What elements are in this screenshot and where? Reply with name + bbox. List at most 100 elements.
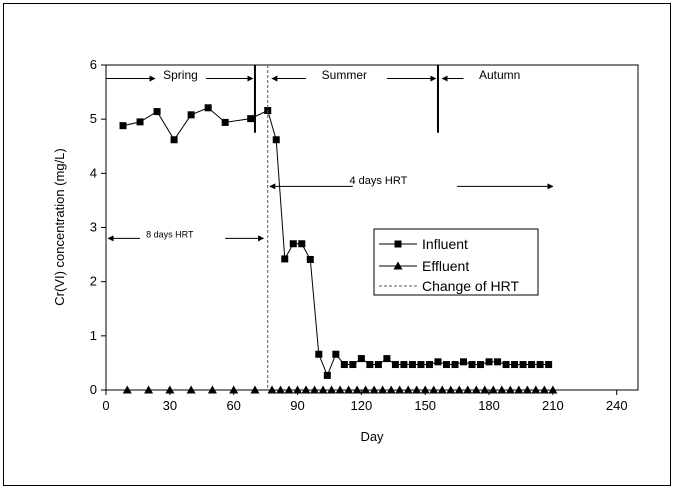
effluent-point: [437, 385, 447, 394]
x-tick-label: 120: [351, 398, 373, 413]
effluent-point: [250, 385, 260, 394]
influent-point: [485, 358, 493, 366]
influent-point: [289, 240, 297, 248]
effluent-point: [318, 385, 328, 394]
influent-point: [306, 255, 314, 263]
influent-point: [204, 104, 212, 112]
y-tick-label: 6: [90, 57, 97, 72]
effluent-point: [267, 385, 277, 394]
x-tick-label: 60: [226, 398, 240, 413]
influent-point: [332, 350, 340, 358]
x-tick-label: 180: [478, 398, 500, 413]
legend: Influent Effluent Change of HRT: [373, 228, 539, 296]
effluent-point: [361, 385, 371, 394]
effluent-point: [186, 385, 196, 394]
influent-point: [417, 361, 425, 369]
influent-point: [119, 122, 127, 130]
influent-point: [536, 361, 544, 369]
effluent-point: [454, 385, 464, 394]
influent-point: [460, 358, 468, 366]
influent-point: [136, 118, 144, 126]
effluent-point: [522, 385, 532, 394]
influent-point: [281, 255, 289, 263]
influent-point: [528, 361, 536, 369]
plot-area-frame: [105, 64, 639, 391]
influent-point: [451, 361, 459, 369]
effluent-point: [429, 385, 439, 394]
effluent-point: [505, 385, 515, 394]
effluent-point: [327, 385, 337, 394]
legend-swatch-triangle: [393, 261, 403, 270]
effluent-point: [301, 385, 311, 394]
axes: 0 30 60 90 120 150 180 210 240 0 1 2 3 4 5 6: [90, 57, 628, 413]
influent-point: [408, 361, 416, 369]
effluent-point: [463, 385, 473, 394]
x-tick-label: 0: [102, 398, 109, 413]
influent-point: [272, 136, 280, 144]
influent-point: [298, 240, 306, 248]
x-tick-label: 90: [290, 398, 304, 413]
effluent-point: [539, 385, 549, 394]
effluent-point: [284, 385, 294, 394]
influent-point: [221, 118, 229, 126]
x-axis-title: Day: [360, 429, 384, 444]
legend-label: Influent: [422, 236, 468, 252]
influent-point: [357, 355, 365, 363]
x-tick-label: 210: [542, 398, 564, 413]
legend-label: Effluent: [422, 258, 469, 274]
effluent-point: [471, 385, 481, 394]
y-tick-label: 0: [90, 382, 97, 397]
y-axis-title: Cr(VI) concentration (mg/L): [52, 148, 67, 306]
influent-point: [442, 361, 450, 369]
influent-point: [468, 361, 476, 369]
effluent-point: [497, 385, 507, 394]
influent-point: [340, 361, 348, 369]
influent-point: [477, 361, 485, 369]
influent-point: [425, 361, 433, 369]
y-tick-label: 5: [90, 111, 97, 126]
effluent-point: [335, 385, 345, 394]
effluent-point: [488, 385, 498, 394]
effluent-point: [352, 385, 362, 394]
effluent-point: [446, 385, 456, 394]
effluent-point: [229, 385, 239, 394]
y-tick-label: 2: [90, 274, 97, 289]
effluent-point: [165, 385, 175, 394]
season-label-summer: Summer: [322, 68, 367, 82]
y-tick-label: 3: [90, 220, 97, 235]
influent-point: [391, 361, 399, 369]
hrt4-label: 4 days HRT: [349, 175, 407, 187]
effluent-point: [310, 385, 320, 394]
effluent-point: [207, 385, 217, 394]
effluent-point: [369, 385, 379, 394]
y-tick-label: 1: [90, 328, 97, 343]
influent-point: [519, 361, 527, 369]
effluent-point: [420, 385, 430, 394]
influent-point: [434, 358, 442, 366]
effluent-point: [514, 385, 524, 394]
effluent-point: [548, 385, 558, 394]
influent-point: [366, 361, 374, 369]
effluent-point: [480, 385, 490, 394]
effluent-point: [275, 385, 285, 394]
effluent-point: [378, 385, 388, 394]
influent-point: [315, 350, 323, 358]
legend-swatch-square: [394, 240, 402, 248]
x-tick-label: 240: [606, 398, 628, 413]
hrt8-label: 8 days HRT: [146, 229, 194, 239]
legend-box: [373, 228, 539, 296]
influent-point: [502, 361, 510, 369]
legend-label: Change of HRT: [422, 278, 519, 294]
influent-point: [187, 111, 195, 119]
effluent-point: [395, 385, 405, 394]
effluent-point: [144, 385, 154, 394]
influent-point: [349, 361, 357, 369]
influent-point: [153, 108, 161, 116]
effluent-point: [344, 385, 354, 394]
influent-point: [383, 355, 391, 363]
season-label-spring: Spring: [163, 68, 198, 82]
effluent-point: [122, 385, 132, 394]
influent-point: [323, 371, 331, 379]
effluent-point: [403, 385, 413, 394]
